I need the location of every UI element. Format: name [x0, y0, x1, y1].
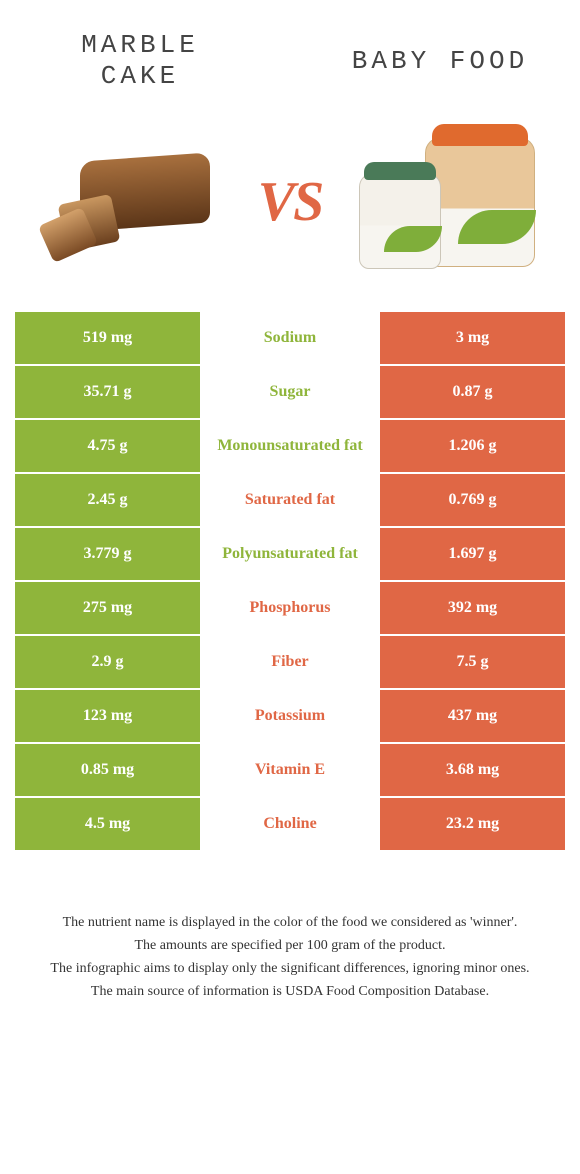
- left-value: 4.5 mg: [15, 798, 200, 850]
- left-food-image: [30, 122, 230, 282]
- left-value: 35.71 g: [15, 366, 200, 418]
- titles-row: Marble cake Baby food: [0, 0, 580, 102]
- baby-food-jars-icon: [355, 127, 545, 277]
- table-row: 275 mgPhosphorus392 mg: [15, 582, 565, 634]
- nutrient-name: Phosphorus: [200, 582, 380, 634]
- left-value: 2.45 g: [15, 474, 200, 526]
- left-value: 3.779 g: [15, 528, 200, 580]
- marble-cake-icon: [40, 147, 220, 257]
- footer-line: The nutrient name is displayed in the co…: [30, 912, 550, 933]
- right-value: 3.68 mg: [380, 744, 565, 796]
- right-value: 0.87 g: [380, 366, 565, 418]
- left-value: 275 mg: [15, 582, 200, 634]
- right-food-title: Baby food: [340, 46, 540, 77]
- nutrient-name: Sodium: [200, 312, 380, 364]
- table-row: 2.9 gFiber7.5 g: [15, 636, 565, 688]
- table-row: 123 mgPotassium437 mg: [15, 690, 565, 742]
- footer-notes: The nutrient name is displayed in the co…: [0, 852, 580, 1034]
- right-value: 3 mg: [380, 312, 565, 364]
- images-row: VS: [0, 102, 580, 312]
- nutrient-name: Saturated fat: [200, 474, 380, 526]
- footer-line: The infographic aims to display only the…: [30, 958, 550, 979]
- table-row: 4.75 gMonounsaturated fat1.206 g: [15, 420, 565, 472]
- nutrient-name: Fiber: [200, 636, 380, 688]
- left-value: 0.85 mg: [15, 744, 200, 796]
- right-value: 7.5 g: [380, 636, 565, 688]
- nutrient-name: Choline: [200, 798, 380, 850]
- right-value: 0.769 g: [380, 474, 565, 526]
- right-food-image: [350, 122, 550, 282]
- table-row: 2.45 gSaturated fat0.769 g: [15, 474, 565, 526]
- comparison-table: 519 mgSodium3 mg35.71 gSugar0.87 g4.75 g…: [15, 312, 565, 850]
- left-value: 123 mg: [15, 690, 200, 742]
- left-value: 519 mg: [15, 312, 200, 364]
- right-value: 23.2 mg: [380, 798, 565, 850]
- nutrient-name: Polyunsaturated fat: [200, 528, 380, 580]
- right-value: 1.697 g: [380, 528, 565, 580]
- right-value: 1.206 g: [380, 420, 565, 472]
- nutrient-name: Monounsaturated fat: [200, 420, 380, 472]
- nutrient-name: Vitamin E: [200, 744, 380, 796]
- nutrient-name: Potassium: [200, 690, 380, 742]
- table-row: 35.71 gSugar0.87 g: [15, 366, 565, 418]
- left-food-title: Marble cake: [40, 30, 240, 92]
- table-row: 0.85 mgVitamin E3.68 mg: [15, 744, 565, 796]
- nutrient-name: Sugar: [200, 366, 380, 418]
- left-value: 4.75 g: [15, 420, 200, 472]
- vs-label: VS: [258, 170, 323, 234]
- left-value: 2.9 g: [15, 636, 200, 688]
- footer-line: The main source of information is USDA F…: [30, 981, 550, 1002]
- footer-line: The amounts are specified per 100 gram o…: [30, 935, 550, 956]
- table-row: 519 mgSodium3 mg: [15, 312, 565, 364]
- right-value: 392 mg: [380, 582, 565, 634]
- table-row: 4.5 mgCholine23.2 mg: [15, 798, 565, 850]
- table-row: 3.779 gPolyunsaturated fat1.697 g: [15, 528, 565, 580]
- right-value: 437 mg: [380, 690, 565, 742]
